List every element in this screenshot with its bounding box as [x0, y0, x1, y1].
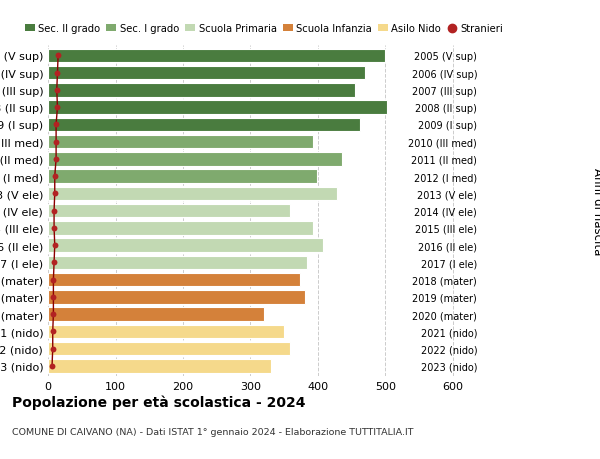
Point — [53, 104, 62, 112]
Point — [50, 242, 59, 249]
Bar — [48, 118, 360, 132]
Bar — [48, 67, 365, 80]
Point — [52, 121, 61, 129]
Bar — [48, 256, 307, 269]
Point — [50, 190, 59, 197]
Point — [53, 52, 63, 60]
Point — [49, 276, 58, 284]
Bar — [48, 342, 290, 356]
Point — [47, 363, 57, 370]
Bar — [48, 291, 305, 304]
Point — [52, 156, 61, 163]
Point — [53, 70, 62, 77]
Text: COMUNE DI CAIVANO (NA) - Dati ISTAT 1° gennaio 2024 - Elaborazione TUTTITALIA.IT: COMUNE DI CAIVANO (NA) - Dati ISTAT 1° g… — [12, 427, 413, 436]
Bar — [48, 135, 313, 149]
Point — [49, 294, 58, 301]
Bar — [48, 84, 355, 97]
Point — [52, 87, 62, 95]
Bar — [48, 50, 385, 63]
Point — [49, 311, 58, 318]
Bar — [48, 153, 341, 166]
Bar — [48, 222, 313, 235]
Bar — [48, 170, 317, 184]
Bar — [48, 101, 387, 115]
Point — [50, 173, 59, 180]
Point — [48, 328, 58, 335]
Bar — [48, 325, 284, 338]
Point — [49, 259, 59, 266]
Bar — [48, 308, 264, 321]
Point — [49, 225, 59, 232]
Text: Anni di nascita: Anni di nascita — [590, 168, 600, 255]
Point — [52, 139, 61, 146]
Bar — [48, 273, 300, 287]
Bar — [48, 187, 337, 201]
Bar — [48, 359, 271, 373]
Legend: Sec. II grado, Sec. I grado, Scuola Primaria, Scuola Infanzia, Asilo Nido, Stran: Sec. II grado, Sec. I grado, Scuola Prim… — [25, 24, 503, 34]
Bar — [48, 204, 290, 218]
Text: Popolazione per età scolastica - 2024: Popolazione per età scolastica - 2024 — [12, 395, 305, 409]
Point — [49, 207, 59, 215]
Point — [48, 345, 58, 353]
Bar — [48, 239, 323, 252]
